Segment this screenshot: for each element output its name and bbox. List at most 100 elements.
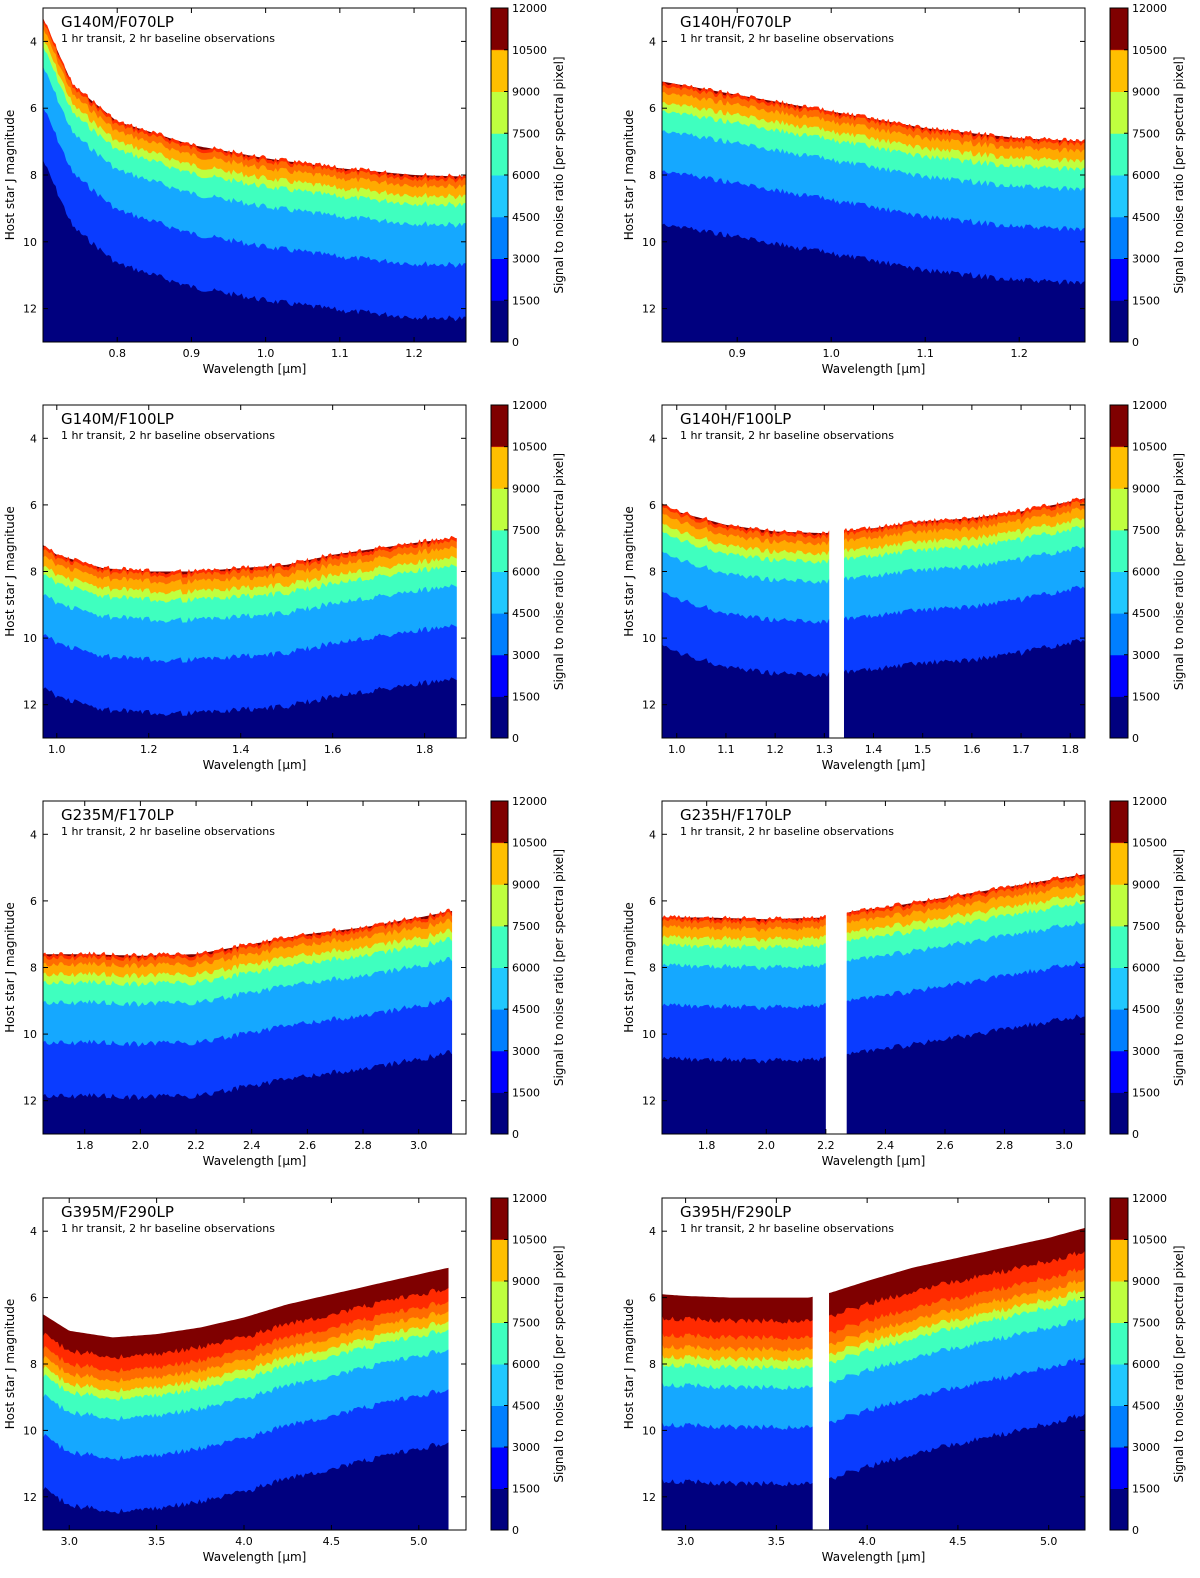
- colorbar-tick-label: 6000: [1132, 962, 1160, 975]
- colorbar-label: Signal to noise ratio [per spectral pixe…: [1172, 56, 1186, 293]
- x-tick-label: 3.0: [410, 1139, 428, 1152]
- panel-subtitle: 1 hr transit, 2 hr baseline observations: [61, 429, 275, 442]
- x-axis-label: Wavelength [μm]: [203, 1154, 307, 1168]
- colorbar-tick-label: 10500: [1132, 1234, 1167, 1247]
- colorbar-label: Signal to noise ratio [per spectral pixe…: [552, 849, 566, 1086]
- x-tick-label: 2.0: [132, 1139, 150, 1152]
- panel-title: G140M/F100LP: [61, 410, 174, 428]
- y-tick-label: 10: [642, 1028, 656, 1041]
- y-tick-label: 4: [30, 432, 37, 445]
- colorbar-label: Signal to noise ratio [per spectral pixe…: [1172, 1245, 1186, 1482]
- y-tick-label: 6: [30, 1292, 37, 1305]
- colorbar-tick-label: 9000: [1132, 482, 1160, 495]
- colorbar-tick-label: 6000: [1132, 1358, 1160, 1371]
- colorbar-segment: [1110, 613, 1128, 656]
- colorbar-segment: [1110, 446, 1128, 489]
- colorbar-tick-label: 4500: [1132, 1400, 1160, 1413]
- colorbar-tick-label: 12000: [512, 795, 547, 808]
- colorbar-segment: [491, 175, 508, 218]
- colorbar-segment: [491, 405, 508, 447]
- colorbar-segment: [491, 654, 508, 697]
- y-axis-label: Host star J magnitude: [622, 506, 636, 636]
- colorbar: 0 1500 3000 4500 6000 7500 9000 10500 12000 Signa…: [1109, 2, 1186, 349]
- x-tick-label: 5.0: [1040, 1535, 1058, 1548]
- colorbar-segment: [491, 925, 508, 968]
- colorbar-segment: [1110, 529, 1128, 572]
- y-tick-label: 6: [649, 102, 656, 115]
- panel-subtitle: 1 hr transit, 2 hr baseline observations: [61, 825, 275, 838]
- snr-band: [662, 1014, 1085, 1134]
- colorbar-tick-label: 9000: [1132, 878, 1160, 891]
- x-tick-label: 4.5: [949, 1535, 967, 1548]
- colorbar-segment: [491, 1405, 508, 1448]
- x-tick-label: 1.1: [717, 743, 735, 756]
- panel-title: G140H/F070LP: [680, 13, 791, 31]
- y-axis-label: Host star J magnitude: [622, 902, 636, 1032]
- y-tick-label: 8: [30, 169, 37, 182]
- colorbar-tick-label: 1500: [1132, 1086, 1160, 1099]
- y-tick-label: 4: [30, 1225, 37, 1238]
- colorbar-tick-label: 12000: [1132, 1192, 1167, 1205]
- colorbar-tick-label: 7500: [512, 524, 540, 537]
- panel-subtitle: 1 hr transit, 2 hr baseline observations: [61, 32, 275, 45]
- plot-area: [43, 801, 466, 1134]
- y-tick-label: 10: [642, 632, 656, 645]
- colorbar-segment: [1110, 571, 1128, 614]
- y-tick-label: 10: [23, 1424, 37, 1437]
- x-tick-label: 2.6: [299, 1139, 317, 1152]
- y-tick-label: 8: [30, 962, 37, 975]
- x-tick-label: 1.1: [331, 347, 349, 360]
- panel-title: G235H/F170LP: [680, 806, 791, 824]
- colorbar-tick-label: 4500: [1132, 607, 1160, 620]
- panel-title: G395M/F290LP: [61, 1203, 174, 1221]
- detector-gap: [448, 1198, 466, 1530]
- detector-gap: [825, 801, 847, 1134]
- x-tick-label: 1.0: [668, 743, 686, 756]
- colorbar-segment: [491, 842, 508, 885]
- x-tick-label: 1.5: [914, 743, 932, 756]
- x-tick-label: 1.2: [405, 347, 423, 360]
- x-tick-label: 1.4: [232, 743, 250, 756]
- x-axis-label: Wavelength [μm]: [203, 758, 307, 772]
- x-tick-label: 2.8: [354, 1139, 372, 1152]
- colorbar-tick-label: 7500: [512, 127, 540, 140]
- x-axis-label: Wavelength [μm]: [822, 758, 926, 772]
- y-tick-label: 12: [23, 699, 37, 712]
- colorbar-tick-label: 6000: [1132, 169, 1160, 182]
- colorbar-tick-label: 0: [512, 732, 519, 745]
- colorbar-segment: [1110, 300, 1128, 343]
- colorbar-tick-label: 0: [512, 336, 519, 349]
- y-tick-label: 10: [23, 1028, 37, 1041]
- colorbar-segment: [491, 1447, 508, 1489]
- colorbar-segment: [1110, 801, 1128, 843]
- colorbar-segment: [1110, 1364, 1128, 1406]
- y-tick-label: 8: [649, 962, 656, 975]
- y-axis-label: Host star J magnitude: [622, 110, 636, 240]
- plot-area: [43, 405, 466, 738]
- panel-title: G140H/F100LP: [680, 410, 791, 428]
- y-tick-label: 6: [649, 499, 656, 512]
- colorbar-segment: [1110, 1447, 1128, 1489]
- colorbar-segment: [491, 1009, 508, 1052]
- x-tick-label: 1.8: [76, 1139, 94, 1152]
- y-tick-label: 4: [30, 828, 37, 841]
- x-tick-label: 4.0: [858, 1535, 876, 1548]
- colorbar-segment: [491, 91, 508, 134]
- colorbar-segment: [491, 1364, 508, 1406]
- y-tick-label: 8: [649, 169, 656, 182]
- colorbar-segment: [1110, 1488, 1128, 1531]
- panel-g140h-f100lp: 1.0 1.1 1.2 1.3 1.4 1.5 1.6 1.7 1.8 4 6 8 10 12 G140H/…: [622, 399, 1186, 772]
- panel-title: G235M/F170LP: [61, 806, 174, 824]
- y-tick-label: 12: [642, 699, 656, 712]
- x-tick-label: 1.7: [1012, 743, 1030, 756]
- colorbar-tick-label: 10500: [512, 44, 547, 57]
- x-tick-label: 3.5: [148, 1535, 166, 1548]
- colorbar-tick-label: 0: [1132, 1524, 1139, 1537]
- colorbar-segment: [1110, 925, 1128, 968]
- y-tick-label: 8: [649, 566, 656, 579]
- x-axis-label: Wavelength [μm]: [822, 1550, 926, 1564]
- y-axis-label: Host star J magnitude: [622, 1299, 636, 1429]
- y-axis-label: Host star J magnitude: [3, 1299, 17, 1429]
